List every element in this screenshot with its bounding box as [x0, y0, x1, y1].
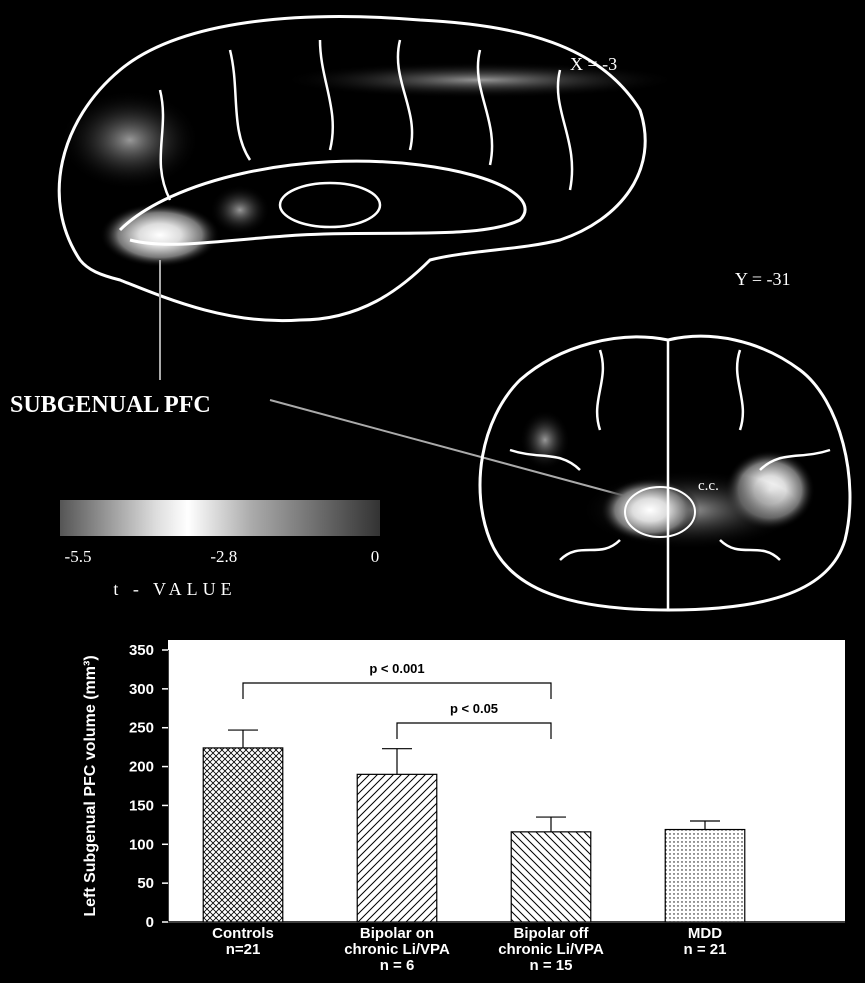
bar: [203, 748, 283, 922]
y-tick-label: 350: [129, 642, 154, 659]
y-tick-label: 250: [129, 720, 154, 737]
colorbar-ticks: -5.5 -2.8 0: [65, 547, 380, 566]
annotation: p < 0.001: [369, 661, 424, 676]
y-tick-label: 0: [146, 914, 154, 931]
coronal-brain: [480, 336, 850, 610]
bar: [665, 830, 745, 922]
page: X = -3 Y = -31 SUBGENUAL PFC c.c. -5.5 -2…: [0, 0, 865, 983]
colorbar-label: t - VALUE: [113, 579, 236, 599]
colorbar: [60, 500, 380, 536]
y-tick-label: 300: [129, 681, 154, 698]
y-tick-label: 150: [129, 797, 154, 814]
bar: [511, 832, 591, 922]
y-tick-label: 100: [129, 836, 154, 853]
colorbar-tick-label: -2.8: [210, 547, 237, 566]
annotation: p < 0.05: [450, 701, 498, 716]
bar: [357, 774, 437, 922]
pointer-line: [270, 400, 640, 500]
figure: X = -3 Y = -31 SUBGENUAL PFC c.c. -5.5 -2…: [0, 0, 865, 983]
y-tick-label: 200: [129, 759, 154, 776]
sagittal-label: X = -3: [570, 54, 617, 74]
colorbar-tick-label: 0: [371, 547, 380, 566]
region-label: SUBGENUAL PFC: [10, 392, 211, 418]
y-axis-title: Left Subgenual PFC volume (mm³): [82, 655, 99, 916]
y-tick-label: 50: [137, 875, 154, 892]
cc-label: c.c.: [698, 478, 719, 494]
colorbar-tick-label: -5.5: [65, 547, 92, 566]
coronal-label: Y = -31: [735, 269, 790, 289]
